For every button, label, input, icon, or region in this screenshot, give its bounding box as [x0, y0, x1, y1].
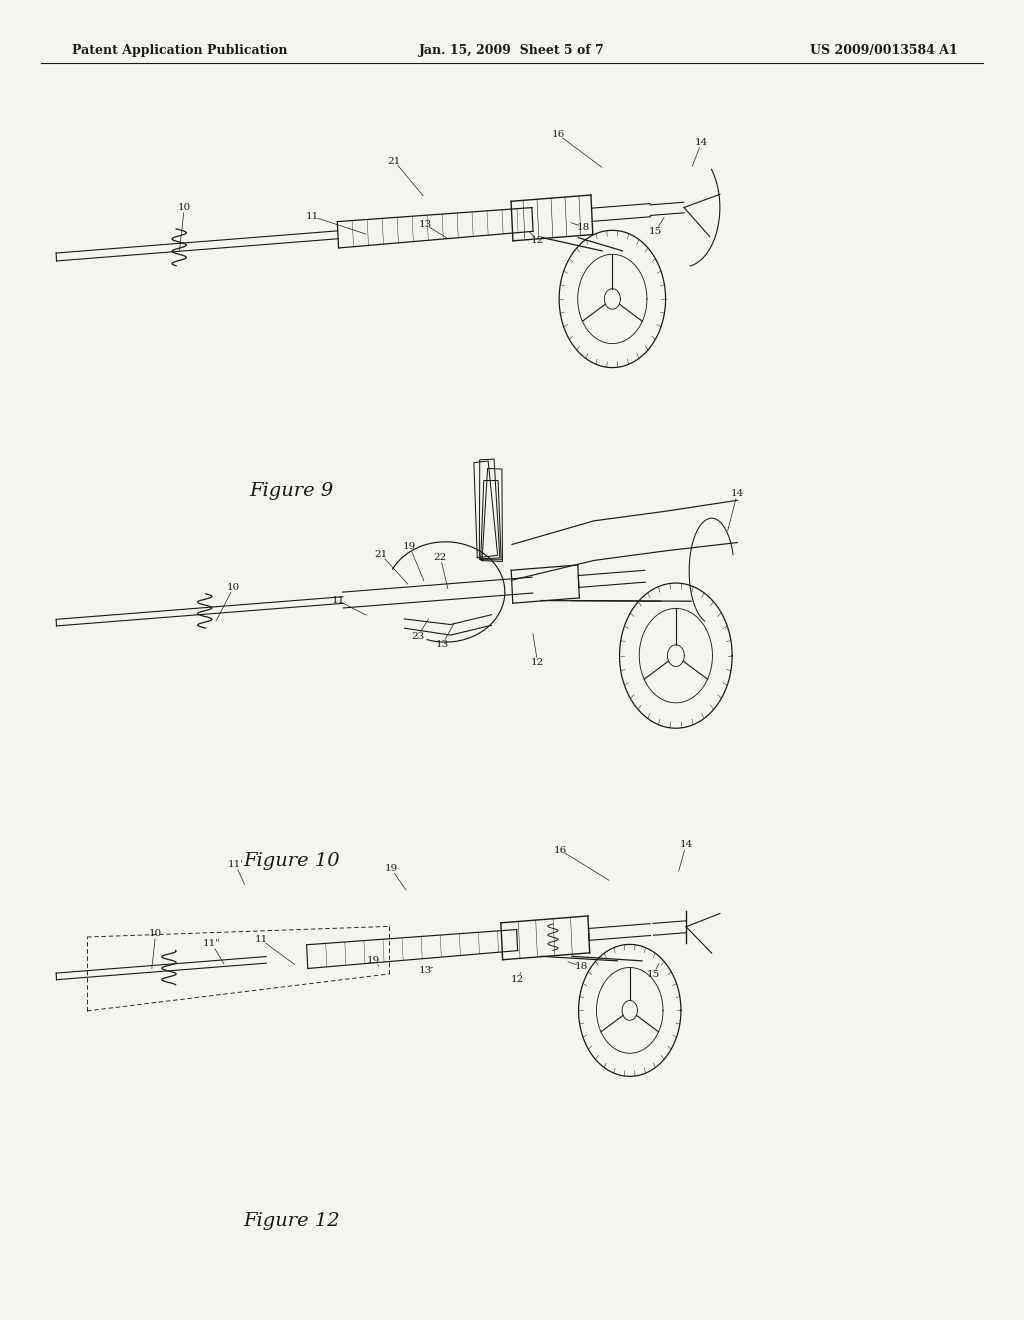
Text: 21: 21: [388, 157, 400, 165]
Text: 12: 12: [511, 975, 523, 983]
Text: 18: 18: [575, 962, 588, 970]
Text: 16: 16: [554, 846, 566, 854]
Text: 19: 19: [368, 957, 380, 965]
Text: 10: 10: [150, 929, 162, 937]
Text: 11: 11: [306, 213, 318, 220]
Text: 14: 14: [695, 139, 708, 147]
Text: 11": 11": [203, 940, 221, 948]
Text: 11: 11: [332, 597, 344, 605]
Text: 11': 11': [227, 861, 244, 869]
Text: Figure 10: Figure 10: [244, 851, 340, 870]
Text: 10: 10: [227, 583, 240, 591]
Text: 16: 16: [552, 131, 564, 139]
Text: 15: 15: [647, 970, 659, 978]
Text: 15: 15: [649, 227, 662, 235]
Text: Figure 9: Figure 9: [250, 482, 334, 500]
Text: 13: 13: [419, 966, 431, 974]
Text: 14: 14: [731, 490, 743, 498]
Text: 18: 18: [578, 223, 590, 231]
Text: 13: 13: [436, 640, 449, 648]
Text: 19: 19: [403, 543, 416, 550]
Text: 21: 21: [375, 550, 387, 558]
Text: 12: 12: [531, 659, 544, 667]
Text: 12: 12: [531, 236, 544, 244]
Text: Jan. 15, 2009  Sheet 5 of 7: Jan. 15, 2009 Sheet 5 of 7: [419, 44, 605, 57]
Text: 14: 14: [680, 841, 692, 849]
Text: 22: 22: [434, 553, 446, 561]
Text: 10: 10: [178, 203, 190, 211]
Text: Patent Application Publication: Patent Application Publication: [72, 44, 287, 57]
Text: 11: 11: [255, 936, 267, 944]
Text: US 2009/0013584 A1: US 2009/0013584 A1: [810, 44, 957, 57]
Text: 19: 19: [385, 865, 397, 873]
Text: 23: 23: [412, 632, 424, 640]
Text: Figure 12: Figure 12: [244, 1212, 340, 1230]
Text: 13: 13: [419, 220, 431, 228]
